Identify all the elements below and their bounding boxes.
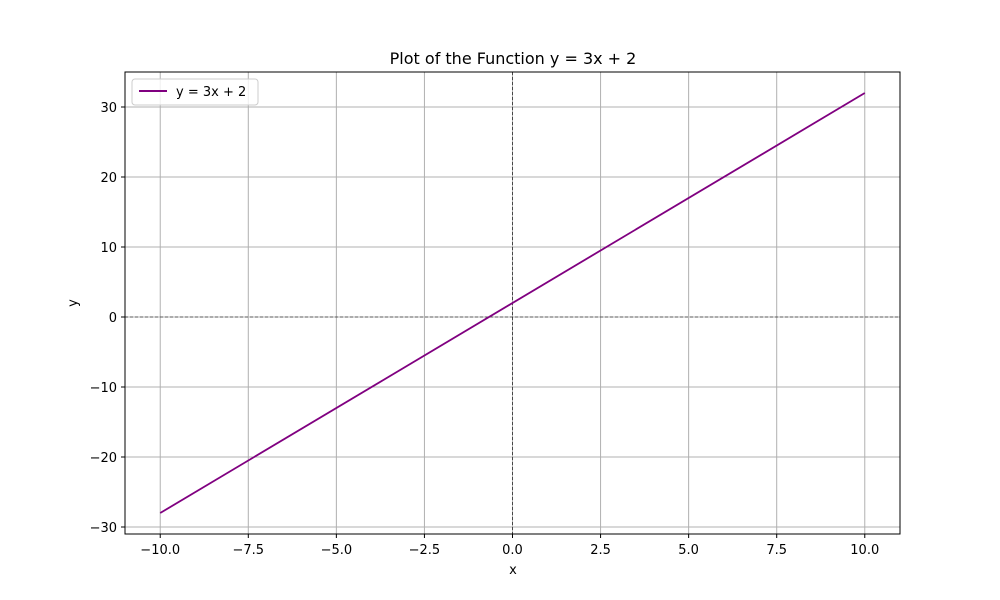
legend: y = 3x + 2 bbox=[131, 78, 259, 106]
y-axis-ticks: −30 −20 −10 0 10 20 30 bbox=[90, 101, 125, 536]
x-axis-label: x bbox=[509, 563, 517, 578]
x-tick-label: −7.5 bbox=[233, 543, 265, 558]
legend-box bbox=[131, 78, 259, 106]
x-axis-ticks: −10.0 −7.5 −5.0 −2.5 0.0 2.5 5.0 7.5 10.0 bbox=[140, 534, 879, 558]
y-tick-label: 0 bbox=[109, 311, 117, 326]
legend-label: y = 3x + 2 bbox=[176, 85, 246, 100]
y-tick-label: 30 bbox=[100, 101, 117, 116]
chart-title: Plot of the Function y = 3x + 2 bbox=[390, 49, 637, 68]
y-tick-label: 10 bbox=[100, 241, 117, 256]
y-tick-label: −10 bbox=[90, 381, 117, 396]
x-tick-label: 0.0 bbox=[502, 543, 523, 558]
y-tick-label: −30 bbox=[90, 521, 117, 536]
series-line bbox=[159, 92, 866, 514]
x-tick-label: −5.0 bbox=[321, 543, 353, 558]
y-tick-label: −20 bbox=[90, 451, 117, 466]
x-tick-label: 7.5 bbox=[766, 543, 787, 558]
y-tick-label: 20 bbox=[100, 171, 117, 186]
y-axis-label: y bbox=[66, 299, 81, 307]
x-tick-label: −10.0 bbox=[140, 543, 180, 558]
x-tick-label: −2.5 bbox=[409, 543, 441, 558]
x-tick-label: 2.5 bbox=[590, 543, 611, 558]
series-layer bbox=[159, 92, 866, 514]
x-tick-label: 5.0 bbox=[678, 543, 699, 558]
x-tick-label: 10.0 bbox=[850, 543, 879, 558]
